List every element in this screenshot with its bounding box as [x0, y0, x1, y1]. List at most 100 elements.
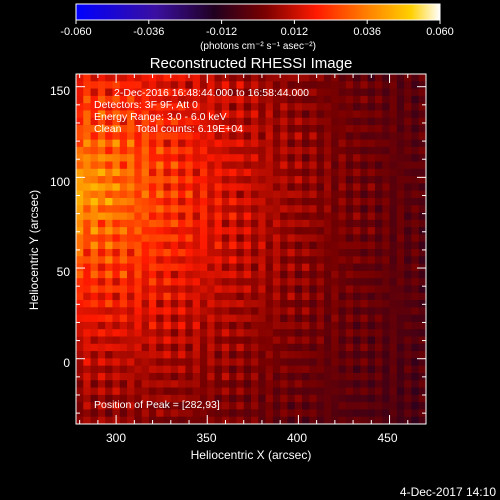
heatmap-cell [105, 300, 113, 308]
heatmap-cell [127, 168, 135, 177]
heatmap-cell [229, 307, 237, 316]
heatmap-cell [389, 241, 398, 250]
heatmap-cell [316, 154, 325, 162]
heatmap-cell [83, 343, 91, 352]
heatmap-cell [76, 380, 84, 388]
heatmap-cell [265, 372, 274, 381]
heatmap-cell [382, 95, 390, 104]
heatmap-cell [294, 387, 303, 396]
heatmap-cell [396, 168, 405, 177]
heatmap-cell [178, 249, 186, 257]
heatmap-cell [156, 292, 164, 301]
heatmap-cell [148, 249, 157, 257]
heatmap-cell [265, 321, 274, 330]
heatmap-cell [141, 380, 150, 388]
heatmap-cell [309, 256, 318, 264]
heatmap-cell [185, 387, 194, 396]
heatmap-cell [404, 336, 412, 345]
heatmap-cell [382, 197, 390, 206]
heatmap-cell [243, 161, 252, 170]
heatmap-cell [97, 74, 106, 82]
heatmap-cell [411, 307, 420, 316]
heatmap-cell [323, 234, 332, 243]
heatmap-cell [287, 234, 296, 243]
heatmap-cell [134, 190, 143, 199]
heatmap-cell [302, 197, 310, 206]
heatmap-cell [90, 117, 99, 126]
heatmap-cell [272, 321, 281, 330]
heatmap-cell [170, 351, 179, 359]
heatmap-cell [83, 285, 91, 294]
heatmap-cell [382, 409, 390, 418]
heatmap-cell [163, 241, 172, 250]
heatmap-cell [258, 256, 266, 264]
heatmap-cell [411, 74, 420, 82]
heatmap-cell [302, 314, 310, 323]
heatmap-cell [170, 234, 179, 243]
heatmap-cell [199, 132, 208, 141]
heatmap-cell [265, 270, 274, 279]
heatmap-cell [192, 74, 201, 82]
heatmap-cell [156, 380, 164, 388]
heatmap-cell [90, 190, 99, 199]
heatmap-cell [389, 161, 398, 170]
heatmap-cell [156, 117, 164, 126]
heatmap-cell [236, 132, 245, 141]
heatmap-cell [294, 146, 303, 155]
heatmap-cell [214, 307, 223, 316]
heatmap-cell [134, 358, 143, 367]
heatmap-cell [243, 416, 252, 424]
heatmap-cell [148, 168, 157, 177]
heatmap-cell [243, 139, 252, 148]
heatmap-cell [411, 343, 420, 352]
heatmap-cell [360, 95, 369, 104]
heatmap-cell [280, 300, 288, 308]
heatmap-cell [90, 103, 99, 111]
heatmap-cell [192, 146, 201, 155]
heatmap-cell [272, 329, 281, 337]
heatmap-cell [302, 103, 310, 111]
heatmap-cell [411, 278, 420, 286]
heatmap-cell [404, 278, 412, 286]
heatmap-cell [134, 416, 143, 424]
heatmap-cell [192, 103, 201, 111]
heatmap-cell [185, 329, 194, 337]
heatmap-cell [119, 314, 128, 323]
heatmap-cell [236, 234, 245, 243]
heatmap-cell [243, 256, 252, 264]
heatmap-cell [119, 176, 128, 184]
heatmap-cell [353, 416, 361, 424]
heatmap-cell [374, 205, 383, 213]
heatmap-cell [316, 176, 325, 184]
heatmap-cell [287, 117, 296, 126]
heatmap-cell [258, 307, 266, 316]
heatmap-cell [105, 212, 113, 221]
heatmap-cell [119, 146, 128, 155]
heatmap-cell [418, 270, 426, 279]
heatmap-cell [90, 205, 99, 213]
heatmap-cell [411, 139, 420, 148]
heatmap-cell [338, 161, 347, 170]
heatmap-cell [316, 292, 325, 301]
heatmap-cell [316, 307, 325, 316]
heatmap-cell [214, 241, 223, 250]
heatmap-cell [367, 358, 376, 367]
heatmap-cell [192, 416, 201, 424]
heatmap-cell [170, 402, 179, 410]
heatmap-cell [338, 256, 347, 264]
heatmap-cell [229, 219, 237, 228]
heatmap-cell [396, 95, 405, 104]
heatmap-cell [389, 212, 398, 221]
heatmap-cell [192, 212, 201, 221]
heatmap-cell [309, 351, 318, 359]
heatmap-cell [112, 270, 121, 279]
heatmap-cell [272, 365, 281, 374]
heatmap-cell [404, 146, 412, 155]
heatmap-cell [119, 168, 128, 177]
heatmap-cell [83, 146, 91, 155]
heatmap-cell [127, 161, 135, 170]
heatmap-cell [163, 402, 172, 410]
heatmap-cell [396, 365, 405, 374]
heatmap-cell [294, 103, 303, 111]
heatmap-cell [207, 212, 215, 221]
